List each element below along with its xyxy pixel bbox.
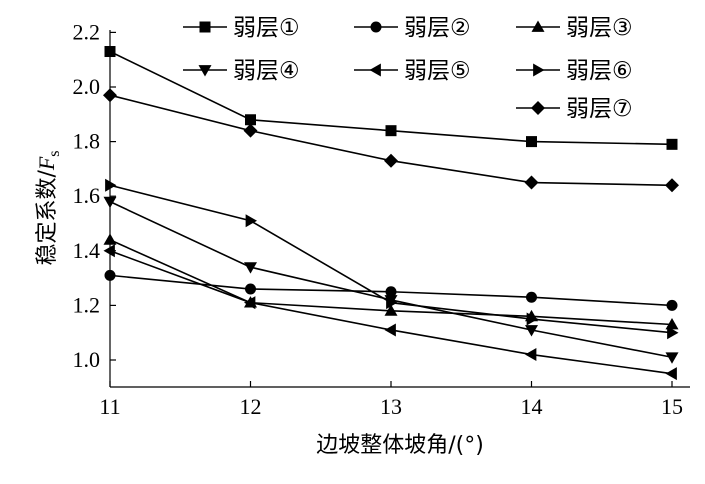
data-point (103, 244, 115, 258)
data-point (245, 283, 256, 295)
data-point (384, 323, 396, 337)
data-point (103, 88, 117, 103)
data-series (103, 46, 679, 381)
x-tick-label: 14 (521, 394, 543, 419)
y-tick-label: 1.8 (73, 129, 101, 154)
legend-item: 弱层⑦ (516, 96, 633, 122)
series-1 (104, 46, 678, 150)
data-point (526, 312, 538, 326)
data-point (386, 296, 398, 310)
series-5 (103, 244, 677, 381)
series-2 (104, 269, 678, 311)
legend-marker (369, 63, 381, 77)
legend-item: 弱层② (354, 15, 471, 41)
data-point (103, 233, 117, 245)
legend-marker (370, 21, 382, 33)
data-point (245, 114, 256, 126)
legend-item: 弱层④ (183, 58, 300, 84)
legend-marker (533, 63, 545, 77)
y-axis-title-var: F (34, 156, 59, 171)
legend-label: 弱层① (233, 15, 300, 41)
data-point (243, 123, 258, 138)
y-axis-title-main: 稳定系数/ (35, 170, 60, 266)
y-axis-title: 稳定系数/Fs (34, 150, 63, 265)
legend-marker (531, 20, 545, 32)
series-6 (105, 178, 679, 340)
data-point (244, 296, 256, 310)
ticks: 1.0 1.2 1.4 1.6 1.8 2.0 2.2 11 12 13 14 15 (73, 19, 684, 419)
data-point (525, 325, 538, 337)
y-axis-title-sub: s (46, 150, 63, 156)
data-point (385, 286, 397, 298)
y-tick-label: 1.4 (73, 238, 101, 263)
y-tick-label: 2.0 (73, 74, 101, 99)
data-point (104, 46, 116, 58)
legend-marker (198, 65, 212, 77)
data-point (667, 326, 679, 340)
legend-label: 弱层② (404, 15, 471, 41)
data-point (524, 175, 539, 190)
legend-item: 弱层⑤ (354, 58, 471, 84)
y-tick-label: 1.2 (73, 292, 101, 317)
y-tick-label: 2.2 (73, 19, 101, 44)
data-point (384, 153, 398, 168)
y-tick-label: 1.0 (73, 347, 101, 372)
legend-marker (531, 101, 545, 115)
series-7 (103, 88, 679, 193)
data-point (244, 262, 257, 274)
data-point (665, 367, 677, 381)
data-point (666, 299, 678, 311)
data-point (384, 304, 398, 316)
legend-label: 弱层⑦ (566, 96, 633, 122)
data-point (245, 214, 257, 228)
data-point (103, 196, 117, 209)
data-point (526, 291, 537, 303)
data-point (385, 125, 397, 137)
series-3 (103, 233, 679, 330)
x-tick-label: 13 (380, 394, 402, 419)
x-tick-label: 12 (240, 394, 262, 419)
data-point (526, 136, 537, 148)
series-line (109, 200, 673, 359)
legend-item: 弱层① (183, 15, 300, 41)
legend-marker (199, 21, 211, 33)
legend: 弱层① 弱层② 弱层③ 弱层④ 弱层⑤ 弱层⑥ 弱层⑦ (183, 15, 633, 122)
y-tick-label: 1.6 (73, 183, 101, 208)
x-axis-title: 边坡整体坡角/(°) (316, 433, 484, 458)
data-point (665, 352, 679, 364)
data-point (104, 269, 116, 281)
data-point (105, 178, 117, 192)
legend-item: 弱层⑥ (516, 58, 633, 84)
x-tick-label: 11 (99, 394, 120, 419)
data-point (666, 138, 678, 150)
data-point (665, 318, 679, 330)
legend-item: 弱层③ (516, 15, 633, 41)
legend-label: 弱层④ (233, 58, 300, 84)
data-point (525, 348, 537, 362)
data-point (665, 178, 679, 193)
legend-label: 弱层⑥ (566, 58, 633, 84)
x-tick-label: 15 (661, 394, 683, 419)
legend-label: 弱层⑤ (404, 58, 471, 84)
legend-label: 弱层③ (566, 15, 633, 41)
